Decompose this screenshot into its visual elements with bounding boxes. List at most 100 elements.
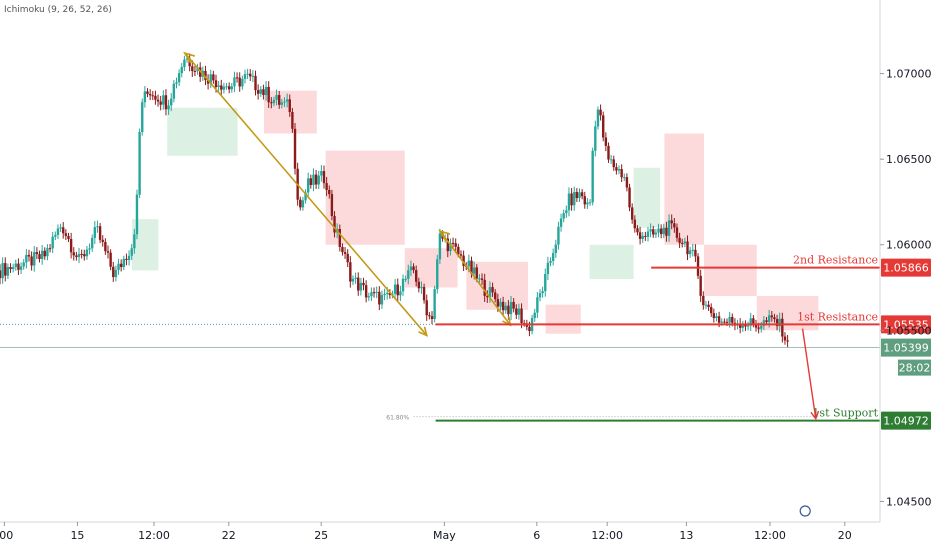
candle-body (330, 194, 334, 217)
candle-body (586, 202, 589, 205)
candle-body (19, 266, 23, 270)
candle-body (678, 237, 681, 243)
candle-body (762, 320, 766, 326)
x-tick-label: 6 (533, 529, 540, 542)
candle-body (451, 242, 455, 244)
candle-body (309, 178, 313, 185)
candle-body (59, 227, 62, 229)
indicator-label[interactable]: Ichimoku (9, 26, 52, 26) (4, 5, 112, 15)
level-price-value: 1.05535 (883, 318, 929, 331)
ichimoku-cloud (704, 244, 757, 297)
candle-body (757, 327, 760, 329)
candle-body (512, 301, 515, 309)
candle-body (170, 98, 173, 106)
candle-body (604, 137, 608, 146)
candle-body (141, 102, 144, 132)
candle-body (625, 177, 629, 188)
candle-body (254, 75, 257, 91)
candle-body (98, 226, 102, 240)
candle-body (372, 292, 376, 294)
candle-body (744, 324, 747, 327)
candle-body (494, 292, 497, 300)
candle-body (620, 169, 623, 178)
candle-body (386, 292, 389, 294)
countdown-tag (898, 359, 931, 376)
candle-body (504, 305, 507, 311)
candle-body (151, 95, 154, 97)
candle-body (383, 293, 386, 296)
candle-body (304, 192, 307, 201)
candle-body (220, 85, 223, 90)
candle-body (554, 244, 557, 254)
candle-body (491, 287, 494, 293)
candle-body (459, 254, 463, 256)
candle-body (396, 284, 399, 296)
candle-body (241, 78, 244, 87)
candle-body (551, 253, 555, 261)
candle-body (557, 226, 560, 245)
ichimoku-cloud (167, 107, 238, 156)
candle-body (4, 263, 7, 276)
candle-body (14, 263, 18, 268)
x-tick-label: May (433, 529, 456, 542)
candle-body (54, 234, 57, 237)
candle-body (562, 213, 565, 219)
candles (0, 53, 789, 347)
candle-body (333, 216, 336, 233)
ichimoku-cloud (545, 304, 581, 334)
candle-body (696, 256, 700, 276)
candle-body (262, 89, 265, 95)
candle-body (256, 90, 260, 94)
candle-body (341, 246, 344, 253)
candle-body (230, 86, 234, 90)
candle-body (715, 316, 718, 319)
candle-body (62, 227, 65, 234)
candle-body (370, 292, 373, 297)
candle-body (754, 324, 758, 328)
candle-body (457, 246, 460, 255)
candle-body (699, 275, 702, 296)
candle-body (591, 150, 594, 203)
candle-body (130, 248, 133, 256)
candle-body (1, 263, 4, 279)
candle-body (770, 315, 773, 318)
candle-body (349, 262, 352, 282)
candle-body (567, 193, 571, 211)
candle-body (728, 316, 731, 323)
candle-body (272, 99, 276, 104)
candle-body (225, 86, 228, 88)
candle-body (312, 174, 315, 185)
candle-body (478, 278, 481, 280)
trend-arrow (184, 52, 428, 336)
candle-body (378, 291, 381, 305)
candle-body (667, 220, 671, 236)
candle-body (565, 210, 568, 214)
candle-body (775, 319, 779, 327)
x-tick-label: 12:00 (138, 529, 170, 542)
candle-body (570, 193, 573, 206)
candle-body (69, 239, 73, 253)
candle-body (209, 74, 212, 84)
candle-body (649, 229, 652, 232)
candle-body (686, 241, 689, 255)
candle-body (88, 248, 91, 250)
candle-body (238, 77, 241, 87)
candle-body (204, 70, 207, 81)
level-price-value: 1.04972 (883, 415, 929, 428)
candle-body (646, 231, 650, 237)
candle-body (449, 242, 452, 252)
candle-body (233, 77, 236, 87)
candle-body (430, 316, 434, 319)
candle-body (731, 316, 734, 323)
y-tick-label: 1.06500 (886, 153, 932, 166)
candle-body (101, 239, 104, 242)
candle-body (486, 295, 489, 298)
countdown-value: 28:02 (899, 362, 931, 375)
candle-body (412, 266, 415, 271)
candle-body (38, 254, 41, 260)
candle-body (67, 235, 70, 240)
candle-body (293, 128, 297, 169)
candle-body (172, 83, 176, 99)
y-tick-label: 1.05500 (886, 324, 932, 337)
